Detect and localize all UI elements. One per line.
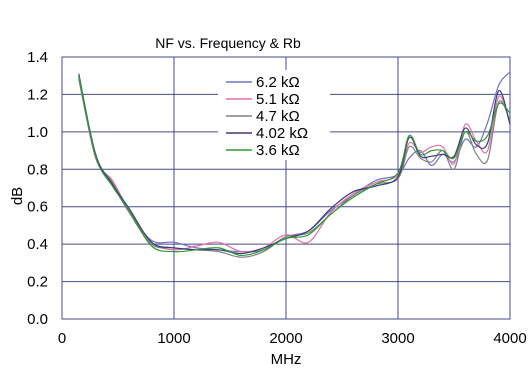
- y-tick-label: 1.0: [27, 124, 48, 141]
- y-tick-label: 0.6: [27, 199, 48, 216]
- y-tick-label: 0.4: [27, 236, 48, 253]
- plot-frame: [61, 56, 511, 320]
- series-lines: [78, 71, 511, 258]
- y-tick-label: 0.2: [27, 274, 48, 291]
- x-axis-label: MHz: [271, 351, 302, 368]
- y-tick-label: 1.4: [27, 49, 48, 66]
- x-tick-labels: 0 1000 2000 3000 4000: [58, 330, 527, 347]
- x-tick-label: 0: [58, 330, 66, 347]
- series-line-4: [78, 73, 511, 255]
- x-tick-label: 3000: [381, 330, 414, 347]
- legend-background: [218, 70, 330, 160]
- x-tick-label: 1000: [157, 330, 190, 347]
- legend-label-4: 4.02 kΩ: [256, 125, 308, 142]
- y-tick-label: 0.8: [27, 161, 48, 178]
- x-tick-label: 2000: [269, 330, 302, 347]
- legend-label-3: 4.7 kΩ: [256, 108, 300, 125]
- legend-label-1: 6.2 kΩ: [256, 74, 300, 91]
- series-line-5: [78, 75, 511, 257]
- chart-title: NF vs. Frequency & Rb: [155, 35, 301, 51]
- y-tick-label: 0.0: [27, 311, 48, 328]
- legend-label-2: 5.1 kΩ: [256, 91, 300, 108]
- y-axis-label: dB: [9, 187, 26, 205]
- legend: 6.2 kΩ5.1 kΩ4.7 kΩ4.02 kΩ3.6 kΩ: [218, 70, 330, 160]
- y-tick-labels: 0.0 0.2 0.4 0.6 0.8 1.0 1.2 1.4: [27, 49, 48, 328]
- y-tick-label: 1.2: [27, 86, 48, 103]
- legend-label-5: 3.6 kΩ: [256, 142, 300, 159]
- x-tick-label: 4000: [493, 330, 526, 347]
